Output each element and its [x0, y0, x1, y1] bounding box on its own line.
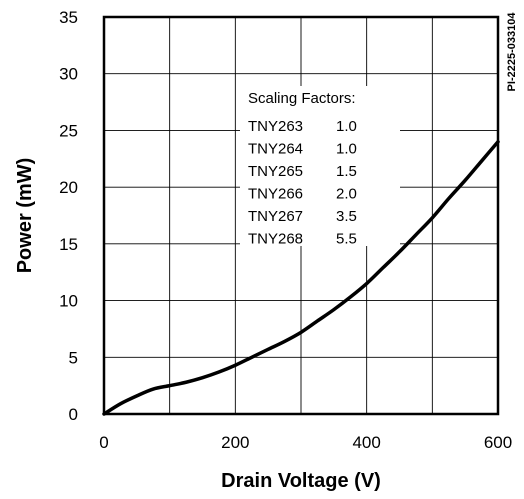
y-tick-label: 15: [59, 235, 78, 254]
x-tick-label: 0: [99, 433, 108, 452]
y-tick-label: 30: [59, 65, 78, 84]
annotation-part: TNY267: [248, 208, 303, 225]
annotation-factor: 5.5: [336, 231, 357, 248]
annotation-factor: 3.5: [336, 208, 357, 225]
y-tick-label: 5: [69, 348, 78, 367]
annotation-part: TNY265: [248, 163, 303, 180]
annotation-factor: 1.0: [336, 141, 357, 158]
annotation-part: TNY268: [248, 231, 303, 248]
figure-code: PI-2225-033104: [506, 12, 518, 92]
annotation-part: TNY264: [248, 141, 303, 158]
x-axis-title: Drain Voltage (V): [221, 470, 381, 492]
annotation-part: TNY263: [248, 118, 303, 135]
annotation-title: Scaling Factors:: [248, 90, 356, 107]
x-tick-label: 200: [221, 433, 249, 452]
x-tick-label: 600: [484, 433, 512, 452]
annotation-background: [240, 86, 400, 246]
y-tick-label: 35: [59, 8, 78, 27]
annotation-factor: 1.5: [336, 163, 357, 180]
annotation-factor: 1.0: [336, 118, 357, 135]
y-tick-label: 10: [59, 292, 78, 311]
annotation-part: TNY266: [248, 186, 303, 203]
annotation-factor: 2.0: [336, 186, 357, 203]
y-tick-label: 0: [69, 405, 78, 424]
y-axis-title: Power (mW): [14, 158, 36, 274]
y-tick-label: 20: [59, 178, 78, 197]
y-tick-label: 25: [59, 121, 78, 140]
power-curve: [102, 140, 500, 416]
scaling-factors-box: Scaling Factors: TNY263 1.0 TNY264 1.0 TNY265…: [240, 86, 400, 248]
tick-labels: 0 5 10 15 20 25 30 35 0 200 400 600: [59, 8, 512, 452]
plot-frame: [102, 15, 500, 416]
x-tick-label: 400: [352, 433, 380, 452]
